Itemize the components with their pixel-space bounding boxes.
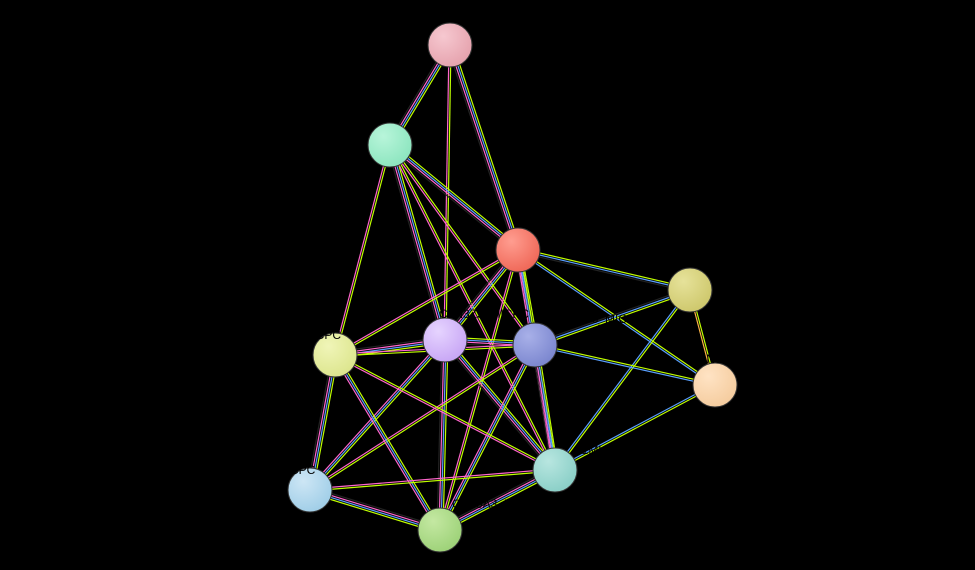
node-label: C1MXW6_MICPC — [547, 312, 644, 326]
edge — [389, 145, 444, 340]
node-C1N3Z5_MICPC[interactable] — [423, 318, 467, 362]
edge — [447, 46, 515, 251]
network-graph[interactable]: C1N2N4_MICPC IFT81 C1MTV8_MICPC C1N546_MICP… — [0, 0, 975, 570]
edge — [555, 386, 715, 471]
node-label: C1N545_MICPC — [691, 352, 781, 366]
node-label: C1N3Z5_MICPC — [439, 307, 529, 321]
node-C1MTV8_MICPC[interactable] — [496, 228, 540, 272]
edge — [337, 354, 442, 529]
node-label: C1N2N4_MICPC — [468, 18, 560, 32]
node-label: C1MQR7_MICPC — [220, 463, 316, 477]
node-C1N546_MICPC[interactable] — [668, 268, 712, 312]
edge — [439, 250, 517, 530]
node-C1MUH3_MICPC[interactable] — [533, 448, 577, 492]
edge — [535, 346, 715, 386]
edges-layer — [307, 43, 716, 532]
edge — [518, 252, 690, 292]
node-label: C1MTV8_MICPC — [536, 223, 629, 237]
node-label: C1MQG3_MICPC — [245, 328, 341, 342]
node-IFT81[interactable] — [368, 123, 412, 167]
node-C1N2N4_MICPC[interactable] — [428, 23, 472, 67]
node-label: C1MUH3_MICPC — [573, 443, 668, 457]
node-C1N545_MICPC[interactable] — [693, 363, 737, 407]
edge — [336, 145, 391, 355]
edge — [518, 248, 690, 288]
edge — [334, 145, 389, 355]
edge — [388, 147, 516, 252]
edge — [518, 250, 690, 290]
node-C1MXW6_MICPC[interactable] — [513, 323, 557, 367]
edge — [453, 44, 521, 249]
node-label: C1N546_MICPC — [708, 263, 798, 277]
edge — [387, 146, 442, 341]
node-C1N0A3_MICPC[interactable] — [418, 508, 462, 552]
node-label: IFT81 — [408, 118, 440, 132]
node-label: C1N0A3_MICPC — [452, 497, 543, 511]
